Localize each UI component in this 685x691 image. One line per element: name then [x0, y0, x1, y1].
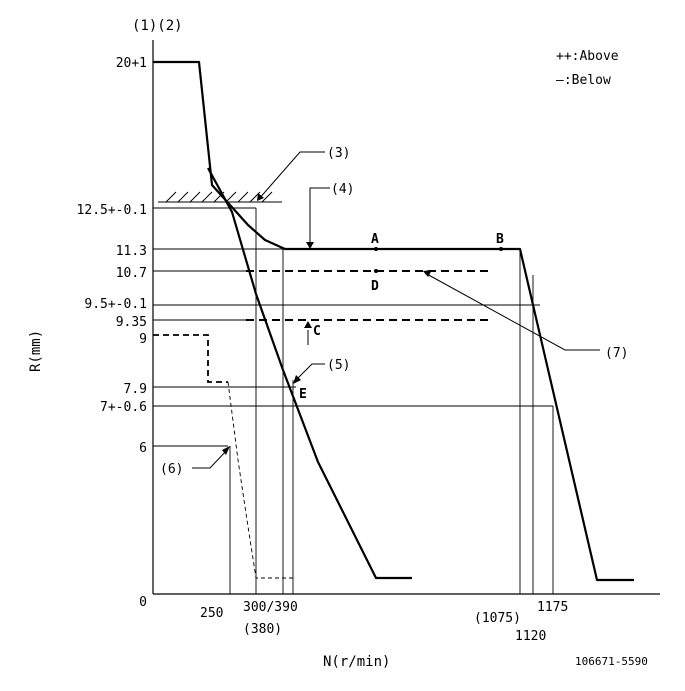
point-c-label: C: [313, 324, 321, 339]
callout-4: (4): [331, 182, 354, 197]
legend-below: —:Below: [556, 73, 611, 88]
x-tick-1175: 1175: [537, 600, 568, 615]
y-tick-10-7: 10.7: [116, 266, 147, 281]
callout-3: (3): [327, 146, 350, 161]
x-tick-1120: 1120: [515, 629, 546, 644]
legend-above: ++:Above: [556, 49, 619, 64]
arrow-4-head: [306, 242, 314, 249]
vertical-reference-lines: [229, 208, 554, 594]
y-tick-9: 9: [139, 332, 147, 347]
y-tick-7: 7+-0.6: [100, 400, 147, 415]
low-speed-dashed-thick: [153, 334, 228, 383]
point-e-label: E: [299, 387, 307, 402]
idle-curve: [207, 167, 412, 580]
y-tick-9-35: 9.35: [116, 315, 147, 330]
arrow-6-head: [222, 446, 230, 455]
arrow-5-head: [293, 375, 301, 384]
callout-5: (5): [327, 358, 350, 373]
point-markers: [374, 247, 503, 273]
full-load-curve: [153, 60, 634, 582]
point-d-label: D: [371, 279, 379, 294]
y-tick-7-9: 7.9: [124, 382, 147, 397]
y-tick-20: 20+1: [116, 56, 147, 71]
y-tick-labels: 20+1 12.5+-0.1 11.3 10.7 9.5+-0.1 9.35 9…: [77, 56, 147, 610]
y-tick-11-3: 11.3: [116, 244, 147, 259]
low-speed-dashed-thin: [227, 381, 293, 579]
low-speed-curve: [153, 334, 293, 579]
leader-5: [295, 363, 325, 381]
y-tick-9-5: 9.5+-0.1: [84, 297, 147, 312]
leader-4: [309, 187, 330, 246]
x-tick-300-390: 300/390: [243, 600, 298, 615]
axes: [152, 40, 660, 595]
header-label-1-2: (1)(2): [132, 18, 183, 34]
callout-leaders: [192, 151, 600, 469]
x-axis-title: N(r/min): [323, 654, 390, 670]
x-tick-380: (380): [243, 622, 282, 637]
point-labels: A B C D E: [299, 232, 504, 402]
y-tick-0: 0: [139, 595, 147, 610]
horizontal-reference-lines: [153, 207, 553, 447]
x-tick-250: 250: [200, 606, 223, 621]
marker-b: [499, 247, 503, 251]
arrow-3-head: [257, 193, 264, 201]
marker-a: [374, 247, 378, 251]
x-tick-1075: (1075): [474, 611, 521, 626]
y-tick-6: 6: [139, 441, 147, 456]
callout-labels: (3) (4) (5) (6) (7): [160, 146, 628, 477]
point-a-label: A: [371, 232, 379, 247]
arrow-7-head: [423, 270, 432, 277]
leader-7: [424, 272, 600, 351]
arrow-c-head: [304, 321, 312, 328]
y-axis-title: R(mm): [28, 330, 44, 372]
callout-7: (7): [605, 346, 628, 361]
arrow-heads: [222, 193, 432, 455]
x-tick-labels: 250 300/390 (380) (1075) 1120 1175: [200, 600, 568, 644]
leader-6: [192, 448, 229, 469]
dashed-load-lines: [246, 270, 492, 321]
drawing-number: 106671-5590: [575, 655, 648, 668]
point-b-label: B: [496, 232, 504, 247]
marker-d: [374, 269, 378, 273]
leader-3: [257, 151, 325, 201]
callout-6: (6): [160, 462, 183, 477]
characteristic-curves: [153, 60, 634, 582]
y-tick-12-5: 12.5+-0.1: [77, 203, 147, 218]
